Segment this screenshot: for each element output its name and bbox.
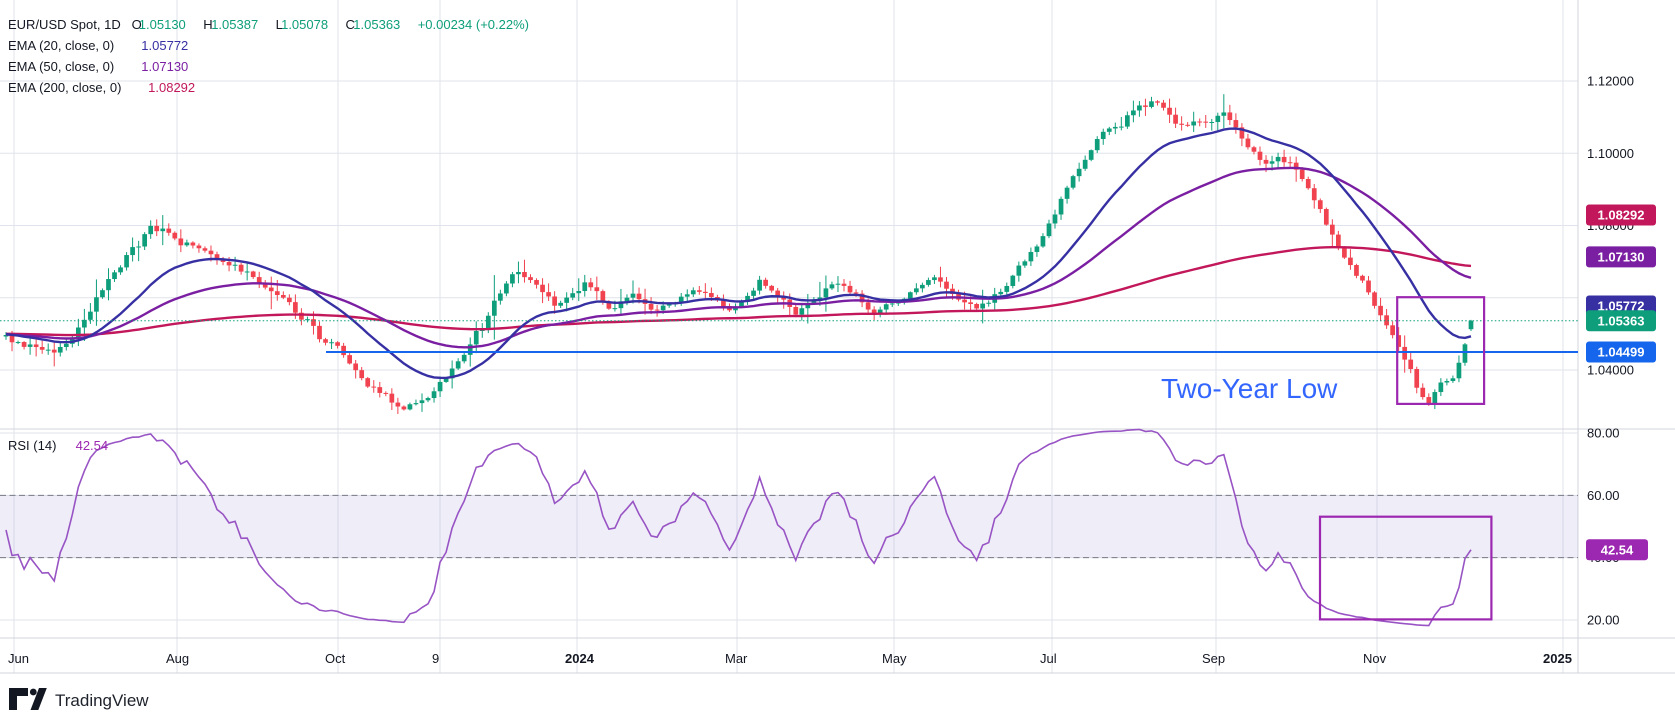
svg-text:1.12000: 1.12000	[1587, 74, 1634, 89]
svg-text:1.05363: 1.05363	[1598, 313, 1645, 328]
svg-text:1.07130: 1.07130	[1598, 249, 1645, 264]
svg-text:EMA (20, close, 0): EMA (20, close, 0)	[8, 38, 114, 53]
svg-text:1.07130: 1.07130	[141, 59, 188, 74]
svg-text:EMA (50, close, 0): EMA (50, close, 0)	[8, 59, 114, 74]
svg-text:1.04499: 1.04499	[1598, 344, 1645, 359]
svg-text:2024: 2024	[565, 651, 595, 666]
svg-text:60.00: 60.00	[1587, 488, 1620, 503]
svg-text:+0.00234 (+0.22%): +0.00234 (+0.22%)	[418, 17, 529, 32]
svg-text:1.08292: 1.08292	[1598, 207, 1645, 222]
svg-text:80.00: 80.00	[1587, 426, 1620, 441]
svg-text:2025: 2025	[1543, 651, 1572, 666]
svg-text:RSI (14): RSI (14)	[8, 438, 56, 453]
svg-text:Oct: Oct	[325, 651, 346, 666]
svg-text:Jul: Jul	[1040, 651, 1057, 666]
svg-text:42.54: 42.54	[1601, 542, 1634, 557]
svg-text:1.04000: 1.04000	[1587, 363, 1634, 378]
svg-text:Mar: Mar	[725, 651, 748, 666]
svg-text:1.05078: 1.05078	[281, 17, 328, 32]
svg-text:EUR/USD Spot, 1D: EUR/USD Spot, 1D	[8, 17, 121, 32]
svg-text:1.08292: 1.08292	[148, 80, 195, 95]
svg-text:May: May	[882, 651, 907, 666]
svg-text:Jun: Jun	[8, 651, 29, 666]
svg-text:TradingView: TradingView	[55, 691, 149, 710]
svg-text:9: 9	[432, 651, 439, 666]
svg-text:42.54: 42.54	[76, 438, 109, 453]
svg-text:Two-Year Low: Two-Year Low	[1161, 373, 1338, 404]
svg-text:1.05363: 1.05363	[353, 17, 400, 32]
svg-text:1.05387: 1.05387	[211, 17, 258, 32]
svg-text:1.05130: 1.05130	[139, 17, 186, 32]
svg-text:Aug: Aug	[166, 651, 189, 666]
svg-text:20.00: 20.00	[1587, 613, 1620, 628]
svg-text:Sep: Sep	[1202, 651, 1225, 666]
svg-text:Nov: Nov	[1363, 651, 1387, 666]
svg-text:EMA (200, close, 0): EMA (200, close, 0)	[8, 80, 121, 95]
svg-text:1.05772: 1.05772	[141, 38, 188, 53]
svg-text:1.10000: 1.10000	[1587, 146, 1634, 161]
